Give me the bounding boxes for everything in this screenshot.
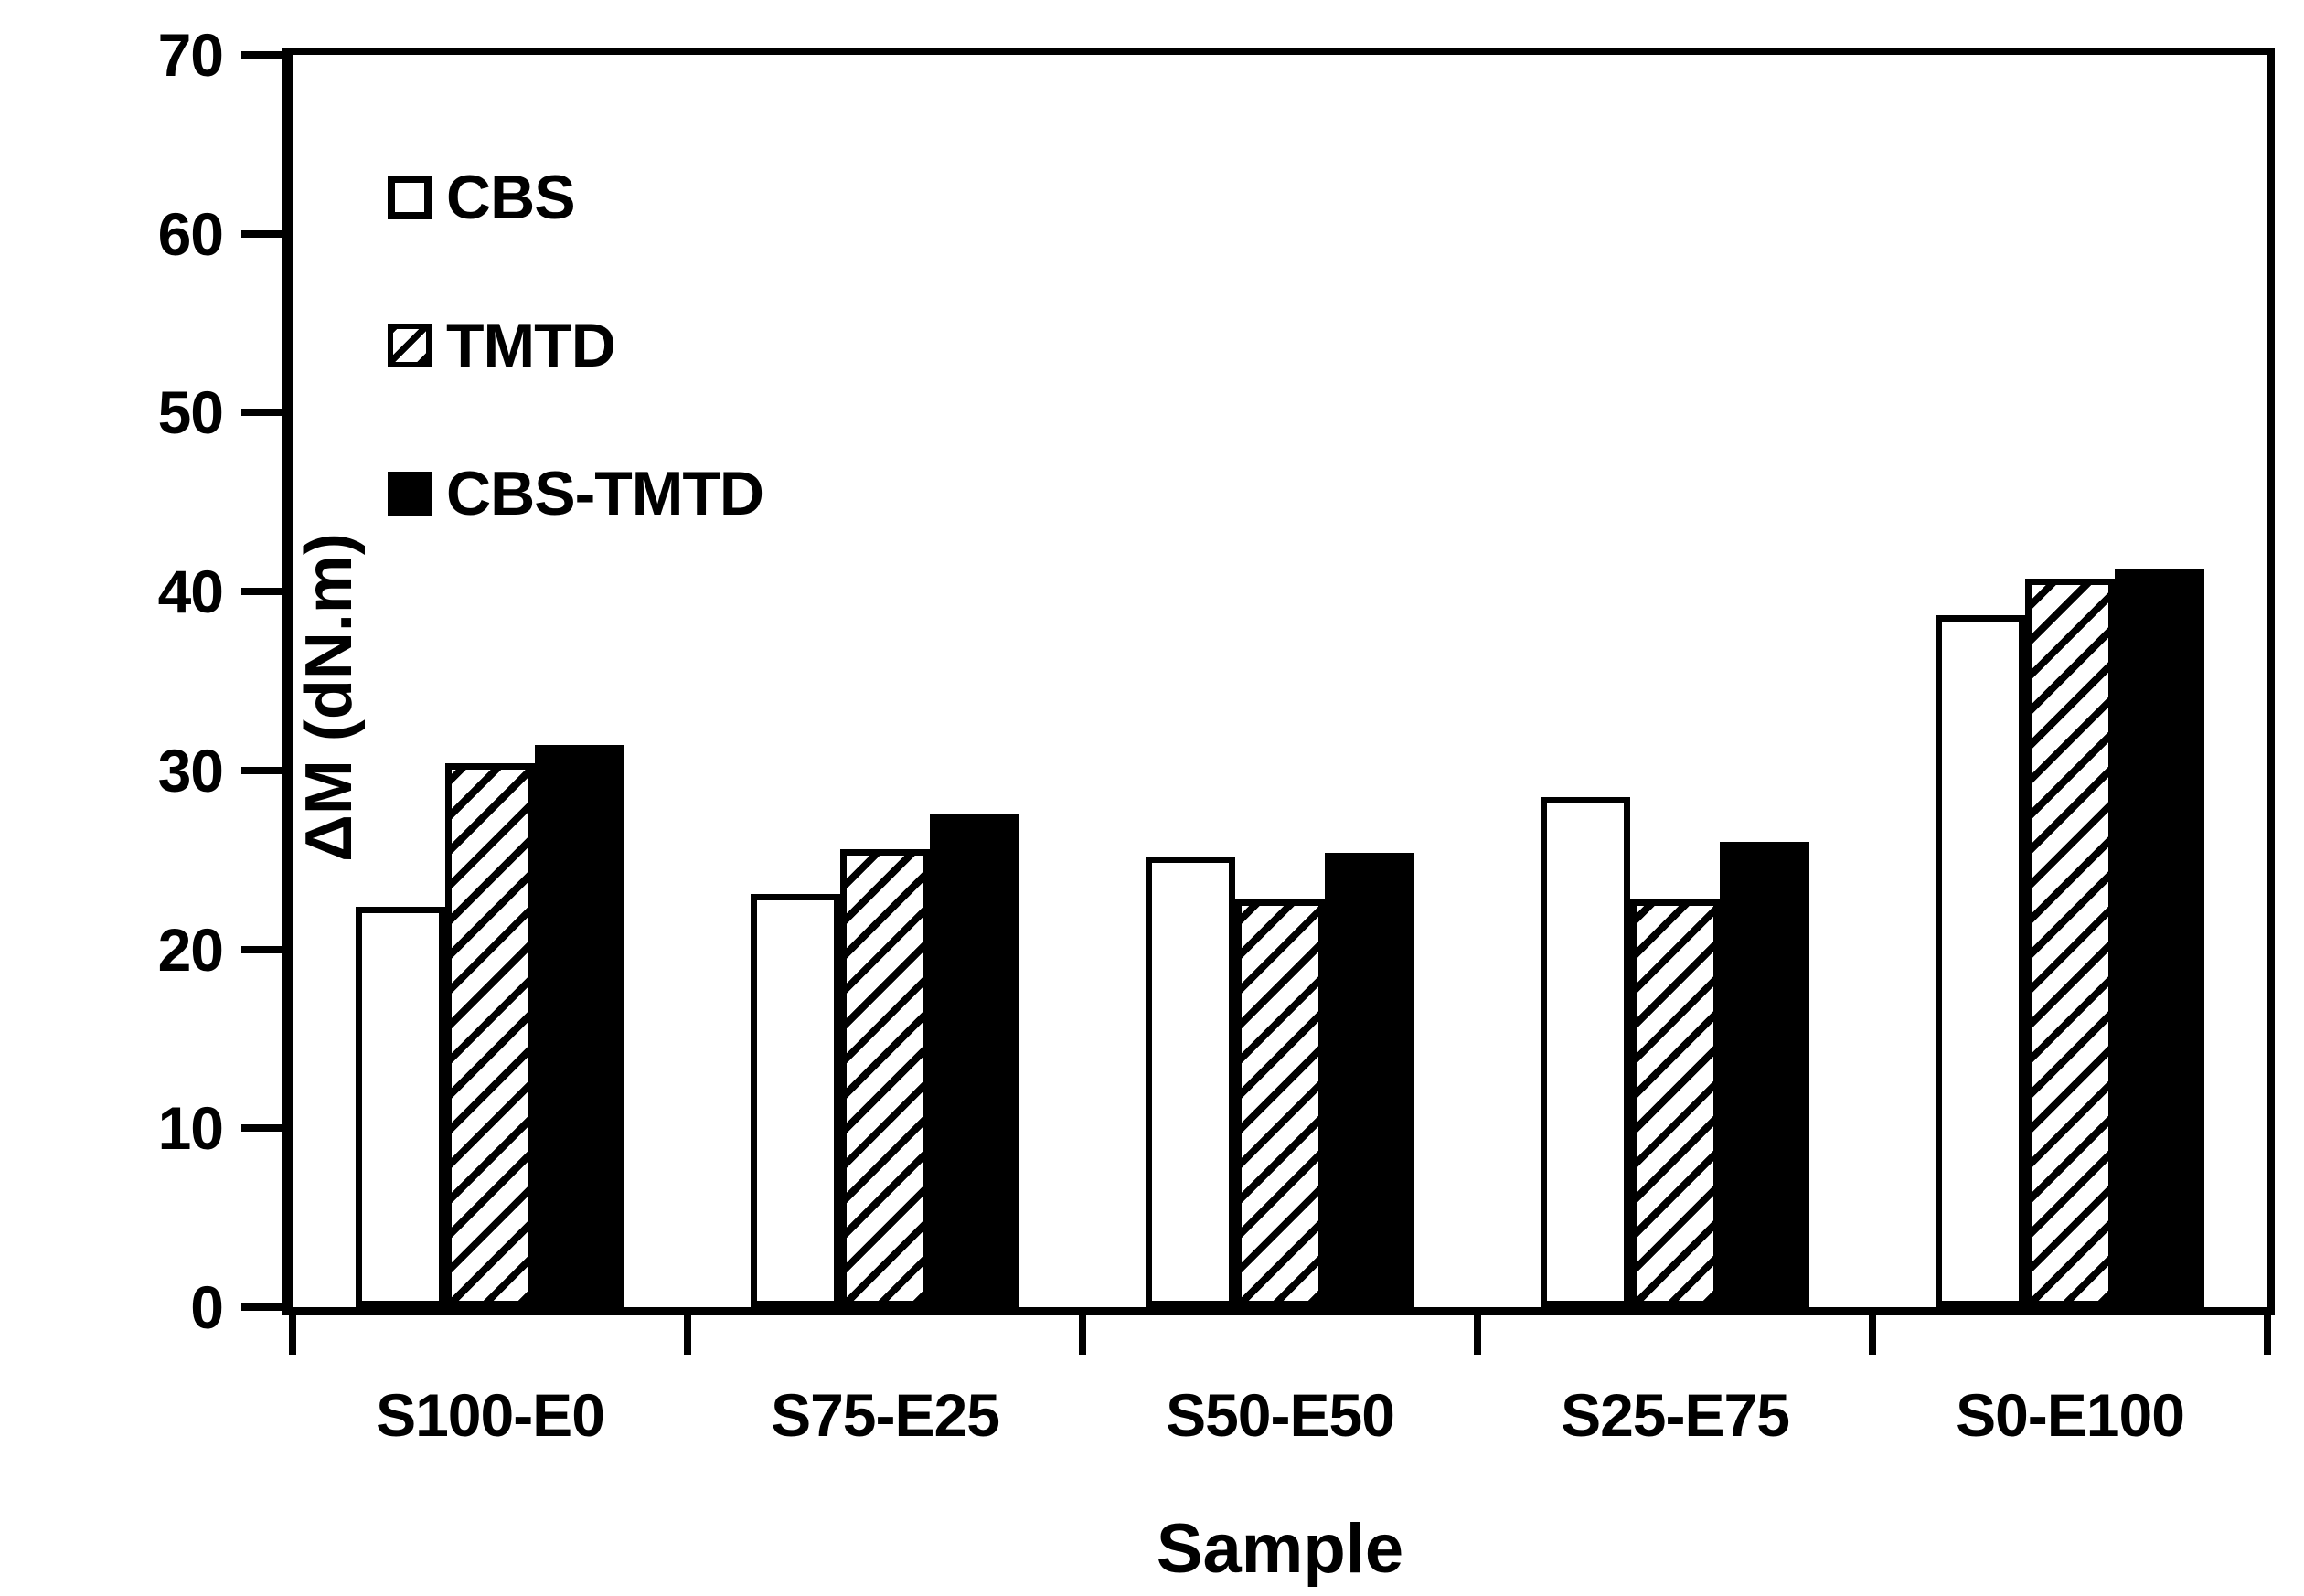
y-tick-mark <box>241 1124 293 1133</box>
x-tick-mark <box>1079 1307 1086 1355</box>
bar-tmtd-s25-e75 <box>1630 899 1720 1307</box>
x-axis-title: Sample <box>1156 1510 1404 1588</box>
y-tick-label: 40 <box>157 558 224 626</box>
y-tick-label: 20 <box>157 915 224 984</box>
y-tick-label: 60 <box>157 199 224 268</box>
y-tick-label: 70 <box>157 21 224 89</box>
bar-tmtd-s100-e0 <box>445 763 535 1307</box>
bar-cbs-tmtd-s75-e25 <box>930 814 1019 1307</box>
bar-cbs-s100-e0 <box>356 907 445 1307</box>
y-tick-mark <box>241 945 293 953</box>
bar-tmtd-s0-e100 <box>2025 579 2115 1307</box>
y-tick-mark <box>241 409 293 417</box>
y-tick-mark <box>241 229 293 238</box>
legend-marker-solid-icon <box>388 472 432 516</box>
plot-area: ΔM (dN.m) Sample CBS TMTD CBS-TMTD 0 10 20 30… <box>158 21 2275 1588</box>
legend: CBS TMTD CBS-TMTD <box>388 166 764 528</box>
legend-label: TMTD <box>446 311 616 380</box>
legend-marker-hatched-icon <box>388 324 432 367</box>
legend-marker-open-icon <box>388 176 432 219</box>
bar-cbs-s75-e25 <box>751 894 840 1307</box>
x-tick-mark <box>289 1307 296 1355</box>
legend-label: CBS-TMTD <box>446 459 764 528</box>
bar-cbs-tmtd-s50-e50 <box>1325 853 1414 1307</box>
bar-tmtd-s75-e25 <box>840 849 930 1307</box>
x-category-label: S75-E25 <box>771 1381 1000 1449</box>
bar-cbs-tmtd-s25-e75 <box>1720 842 1809 1307</box>
legend-label: CBS <box>446 163 576 232</box>
x-category-label: S0-E100 <box>1956 1381 2185 1449</box>
bar-cbs-s25-e75 <box>1541 797 1630 1307</box>
x-tick-mark <box>684 1307 691 1355</box>
y-tick-label: 30 <box>157 736 224 804</box>
x-tick-mark <box>2264 1307 2271 1355</box>
bar-cbs-s0-e100 <box>1936 615 2025 1307</box>
y-tick-mark <box>241 51 293 59</box>
x-category-label: S100-E0 <box>376 1381 605 1449</box>
bar-cbs-tmtd-s100-e0 <box>535 745 624 1307</box>
x-category-label: S25-E75 <box>1561 1381 1790 1449</box>
bar-tmtd-s50-e50 <box>1235 899 1325 1307</box>
y-tick-mark <box>241 588 293 596</box>
y-tick-label: 10 <box>157 1094 224 1163</box>
x-tick-mark <box>1474 1307 1481 1355</box>
y-tick-label: 0 <box>190 1273 224 1341</box>
y-tick-label: 50 <box>157 378 224 447</box>
x-category-label: S50-E50 <box>1166 1381 1395 1449</box>
legend-item-cbs-tmtd: CBS-TMTD <box>388 459 764 528</box>
y-tick-mark <box>241 1303 293 1311</box>
y-tick-mark <box>241 766 293 774</box>
legend-item-tmtd: TMTD <box>388 314 763 377</box>
bar-cbs-tmtd-s0-e100 <box>2115 569 2204 1307</box>
x-tick-mark <box>1869 1307 1876 1355</box>
bar-cbs-s50-e50 <box>1146 857 1235 1307</box>
legend-item-cbs: CBS <box>388 166 763 229</box>
